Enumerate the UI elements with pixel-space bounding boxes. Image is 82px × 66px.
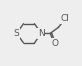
Text: O: O — [51, 39, 58, 48]
Text: Cl: Cl — [60, 14, 69, 23]
Text: N: N — [38, 29, 45, 38]
Text: S: S — [14, 29, 20, 38]
